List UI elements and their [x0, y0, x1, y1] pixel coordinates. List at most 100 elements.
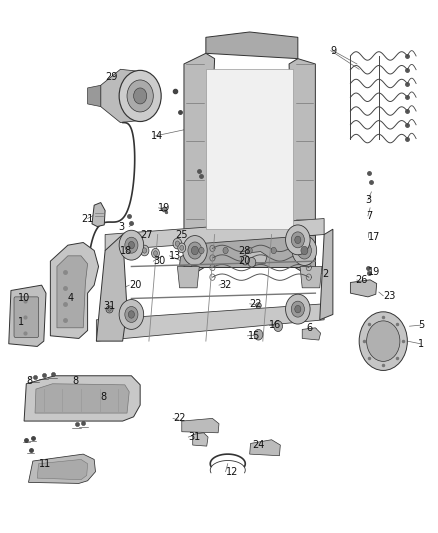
Circle shape: [271, 247, 276, 254]
Circle shape: [175, 241, 180, 246]
Circle shape: [367, 321, 400, 361]
Polygon shape: [184, 53, 215, 272]
Text: 29: 29: [105, 72, 117, 82]
Text: 25: 25: [175, 230, 188, 239]
Polygon shape: [50, 243, 99, 338]
Text: 24: 24: [252, 440, 264, 450]
Circle shape: [248, 257, 256, 267]
Polygon shape: [28, 454, 95, 483]
Circle shape: [295, 247, 300, 254]
Polygon shape: [101, 69, 145, 123]
Polygon shape: [182, 418, 219, 433]
Circle shape: [191, 246, 198, 255]
Text: 11: 11: [39, 459, 52, 469]
Text: 31: 31: [103, 302, 115, 311]
Circle shape: [286, 225, 310, 255]
Circle shape: [134, 88, 147, 104]
Circle shape: [199, 247, 204, 254]
FancyBboxPatch shape: [14, 297, 39, 337]
Text: 20: 20: [239, 256, 251, 266]
Text: 8: 8: [101, 392, 107, 402]
Text: 1: 1: [418, 339, 424, 349]
Circle shape: [142, 248, 147, 253]
Polygon shape: [57, 256, 88, 328]
Circle shape: [188, 242, 202, 259]
Text: 6: 6: [307, 323, 313, 333]
Text: 9: 9: [331, 46, 337, 55]
Text: 32: 32: [219, 280, 231, 290]
Circle shape: [223, 247, 228, 254]
Text: 20: 20: [129, 280, 141, 290]
Polygon shape: [96, 304, 324, 341]
Circle shape: [125, 306, 138, 322]
Text: 21: 21: [81, 214, 93, 223]
Circle shape: [119, 300, 144, 329]
Text: 23: 23: [383, 291, 396, 301]
Text: 16: 16: [269, 320, 282, 330]
Circle shape: [119, 230, 144, 260]
Circle shape: [178, 243, 186, 253]
Circle shape: [241, 255, 249, 265]
Polygon shape: [37, 459, 88, 480]
Text: 19: 19: [368, 267, 380, 277]
Polygon shape: [105, 219, 324, 251]
Text: 30: 30: [153, 256, 166, 266]
Circle shape: [180, 245, 184, 251]
Polygon shape: [9, 285, 46, 346]
Polygon shape: [180, 253, 193, 266]
Circle shape: [359, 312, 407, 370]
Polygon shape: [193, 433, 208, 446]
Circle shape: [297, 242, 311, 259]
Polygon shape: [250, 440, 280, 456]
Circle shape: [254, 329, 263, 340]
Circle shape: [152, 248, 159, 258]
Circle shape: [247, 247, 252, 254]
Text: 5: 5: [418, 320, 424, 330]
Circle shape: [128, 241, 134, 249]
FancyBboxPatch shape: [206, 69, 293, 229]
Text: 10: 10: [18, 294, 30, 303]
Polygon shape: [302, 328, 321, 340]
Text: 1: 1: [18, 318, 24, 327]
Circle shape: [127, 80, 153, 112]
Text: 31: 31: [188, 432, 201, 442]
Text: 22: 22: [250, 299, 262, 309]
Polygon shape: [300, 266, 322, 288]
Text: 18: 18: [120, 246, 133, 255]
Text: 8: 8: [26, 376, 32, 386]
Circle shape: [291, 232, 304, 248]
Circle shape: [183, 236, 207, 265]
Circle shape: [153, 251, 158, 256]
Polygon shape: [350, 280, 377, 297]
Circle shape: [274, 321, 283, 332]
Polygon shape: [184, 235, 315, 266]
Text: 14: 14: [151, 131, 163, 141]
Text: 3: 3: [366, 195, 372, 205]
Circle shape: [295, 305, 301, 313]
Polygon shape: [35, 384, 129, 413]
Text: 13: 13: [169, 251, 181, 261]
Text: 15: 15: [247, 331, 260, 341]
Text: 26: 26: [355, 275, 367, 285]
Polygon shape: [206, 32, 298, 59]
Polygon shape: [177, 266, 199, 288]
Text: 2: 2: [322, 270, 328, 279]
Text: 19: 19: [158, 203, 170, 213]
Text: 12: 12: [226, 467, 238, 477]
Text: 7: 7: [366, 211, 372, 221]
Polygon shape: [289, 59, 315, 272]
Polygon shape: [245, 252, 267, 264]
Circle shape: [128, 311, 134, 318]
Polygon shape: [24, 376, 140, 421]
Polygon shape: [96, 235, 127, 341]
Circle shape: [119, 70, 161, 122]
Circle shape: [301, 246, 308, 255]
Polygon shape: [92, 203, 105, 227]
Circle shape: [295, 236, 301, 244]
Circle shape: [291, 301, 304, 317]
Text: 17: 17: [368, 232, 380, 242]
Text: 4: 4: [68, 294, 74, 303]
Circle shape: [292, 236, 317, 265]
Text: 8: 8: [72, 376, 78, 386]
Text: 28: 28: [239, 246, 251, 255]
